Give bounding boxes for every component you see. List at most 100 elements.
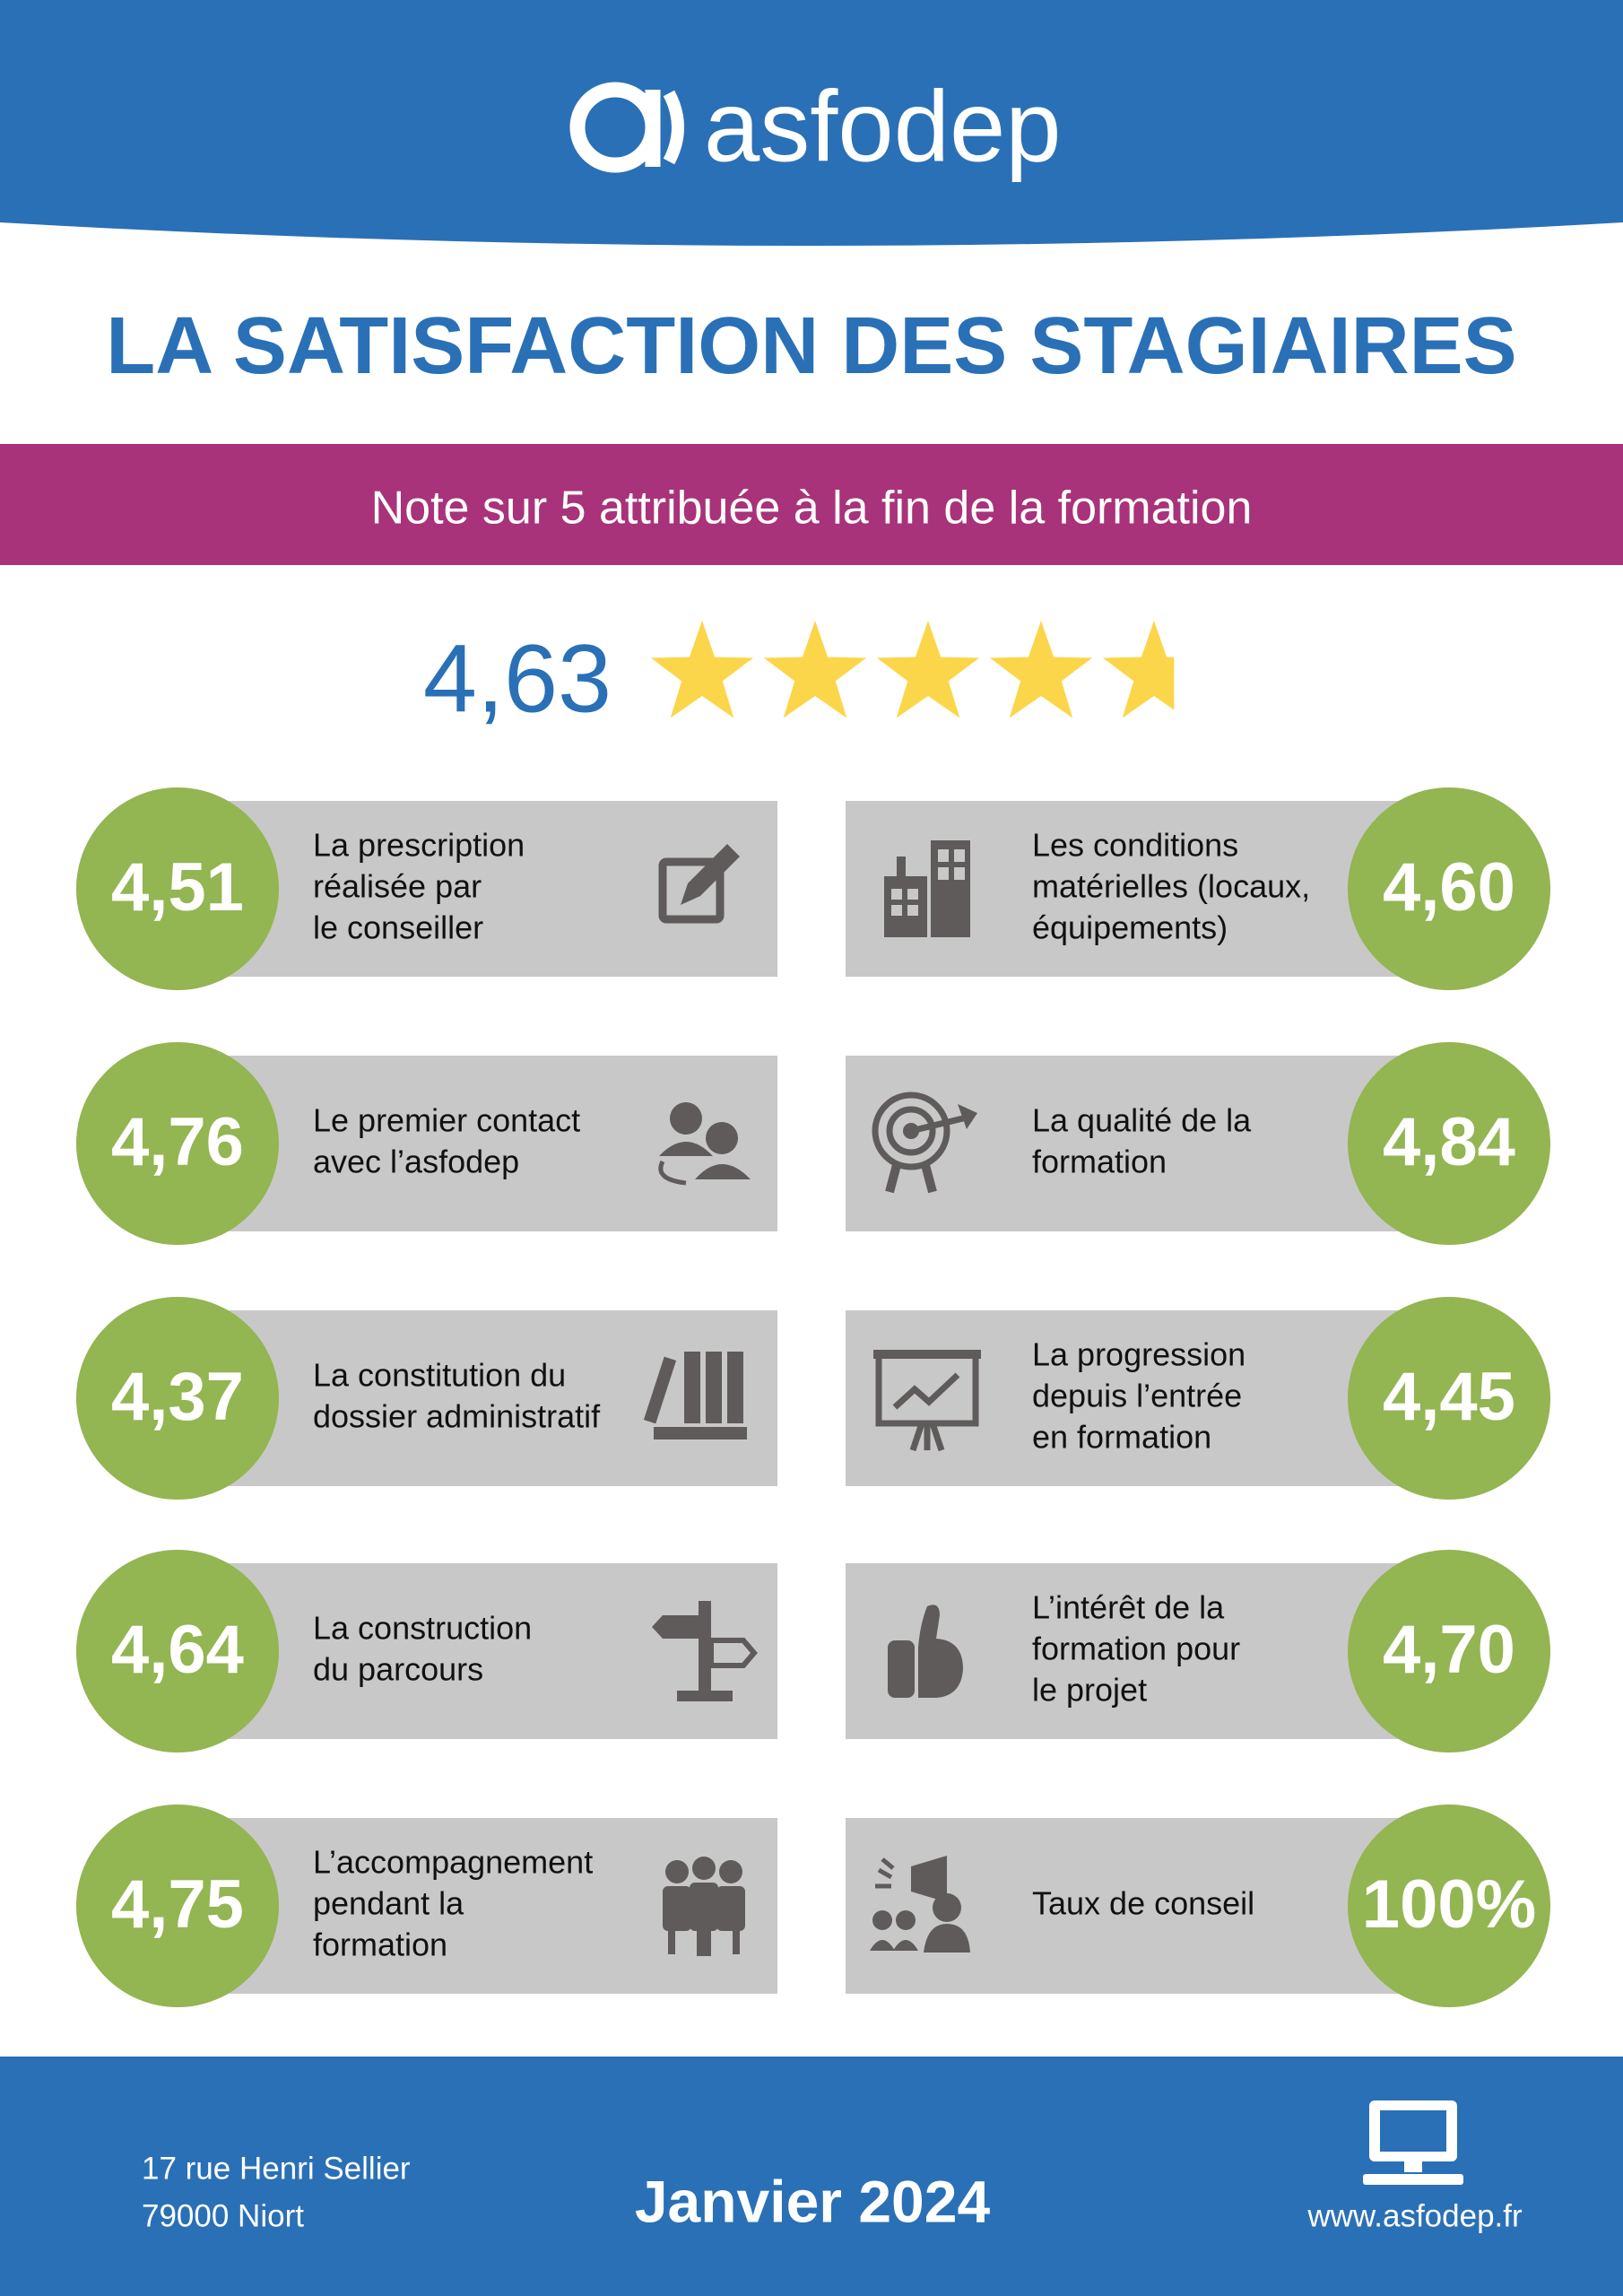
score: 100% [1362,1866,1536,1943]
subtitle-band [0,444,1623,565]
card-label: Taux de conseil [1032,1885,1254,1922]
icon-part [670,1102,702,1135]
card-label: Les conditions [1032,827,1238,864]
icon-part [706,1352,722,1423]
card-label: Le premier contact [313,1102,580,1139]
card-label: L’accompagnement [313,1844,593,1881]
icon-part [896,1910,916,1930]
address-line: 79000 Niort [142,2198,304,2233]
icon-part [665,1860,689,1883]
score: 4,45 [1383,1359,1515,1435]
icon-part [658,857,725,924]
icon-part [663,1857,745,1956]
icon-part [719,1860,742,1883]
card-icon [884,840,970,937]
icon-part [870,1856,970,1952]
rating-stars [651,621,1175,718]
card-label: le conseiller [313,909,483,946]
card-label: dossier administratif [313,1398,601,1435]
score: 4,75 [111,1866,244,1943]
card [220,1563,777,1739]
star [876,621,980,718]
score: 4,70 [1383,1612,1515,1688]
card-icon [658,844,740,924]
icon-part [716,1886,745,1931]
footer-band [0,2057,1623,2296]
header-band [0,0,1623,246]
card-icon [663,1857,745,1956]
card-icon [652,1601,758,1701]
icon-part [875,1857,895,1889]
score: 4,51 [111,849,244,926]
card-label: en formation [1032,1419,1211,1456]
score-circle [1348,1042,1550,1245]
card-label: pendant la [313,1885,464,1922]
icon-part [884,840,970,937]
icon-part [681,844,740,905]
score-circle [76,787,279,990]
icon-part [706,1122,738,1154]
score-circle [1348,787,1550,990]
score: 4,37 [111,1359,244,1435]
icon-part [907,889,918,900]
card-label: équipements) [1032,909,1228,946]
logo-icon [569,82,684,173]
score-circle [76,1550,279,1752]
card-label: La construction [313,1610,532,1647]
address-line: 17 rue Henri Sellier [142,2151,411,2186]
icon-part [938,867,949,880]
score: 4,76 [111,1104,244,1180]
icon-part [954,849,965,862]
card-label: La qualité de la [1032,1102,1252,1139]
card-label: formation pour [1032,1631,1240,1667]
icon-part [888,1640,915,1698]
icon-part [692,1857,716,1880]
icon-part [911,1856,947,1902]
card-icon [870,1856,970,1952]
title: LA SATISFACTION DES STAGIAIRES [106,301,1516,391]
icon-part [892,1372,960,1410]
icon-part [897,857,906,876]
icon-part [695,1164,751,1179]
score-circle [1348,1805,1550,2007]
star [1102,621,1175,718]
icon-part [891,889,902,900]
icon-part [727,1352,743,1423]
icon-part [643,1352,747,1439]
icon-part [699,1601,711,1694]
icon-part [668,1929,675,1954]
icon-part [652,1601,758,1701]
logo-text: asfodep [704,71,1062,183]
icon-part [658,1160,687,1186]
card-icon [658,1102,751,1186]
icon-part [888,1605,963,1698]
score-circle [76,1042,279,1245]
icon-part [958,1104,977,1129]
icon-part [643,1356,677,1424]
icon-part [873,1350,981,1359]
card [846,1056,1403,1231]
icon-part [697,1929,711,1956]
card-label: réalisée par [313,868,482,905]
icon-part [872,1091,950,1170]
card-icon [643,1352,747,1439]
icon-part [891,849,965,916]
icon-part [886,1106,936,1156]
icon-part [659,1142,713,1156]
card-label: La prescription [313,827,525,864]
icon-part [924,1924,970,1952]
subtitle: Note sur 5 attribuée à la fin de la form… [371,483,1253,535]
overall-score: 4,63 [423,624,612,733]
icon-part [884,876,927,937]
card-label: du parcours [313,1651,483,1688]
card-label: L’intérêt de la [1032,1589,1225,1626]
icon-part [690,1883,718,1931]
card-label: le projet [1032,1672,1147,1709]
card-label: formation [313,1926,447,1963]
card-icon [873,1350,981,1452]
star [989,621,1093,718]
website[interactable]: www.asfodep.fr [1306,2198,1523,2233]
computer-icon [1363,2100,1463,2185]
score: 4,60 [1383,849,1515,926]
icon-part [938,849,949,862]
